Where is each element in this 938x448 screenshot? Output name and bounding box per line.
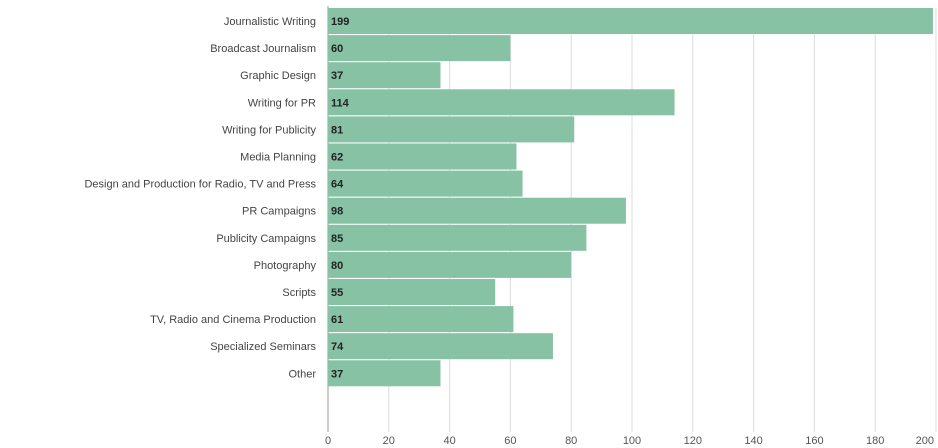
category-label: Scripts — [282, 287, 316, 299]
bar — [328, 8, 933, 34]
bar-value-label: 61 — [331, 314, 343, 326]
x-tick-label: 120 — [684, 435, 702, 447]
bar — [328, 143, 517, 170]
bar-value-label: 60 — [331, 43, 343, 55]
x-tick-label: 140 — [744, 435, 762, 447]
labels: 0 20 40 60 80 100 120 140 160 180 200 199 Journalist… — [84, 16, 934, 447]
bar-value-label: 55 — [331, 287, 343, 299]
bar — [328, 35, 511, 62]
category-label: Photography — [254, 260, 317, 272]
bar — [328, 306, 514, 333]
category-label: Publicity Campaigns — [216, 233, 316, 245]
bar-value-label: 62 — [331, 152, 343, 164]
bar — [328, 251, 572, 278]
bar — [328, 279, 496, 305]
bar — [328, 360, 441, 387]
category-label: TV, Radio and Cinema Production — [150, 314, 316, 326]
bar — [328, 89, 675, 116]
x-tick-label: 0 — [325, 435, 331, 447]
category-label: Other — [288, 368, 316, 380]
bar-value-label: 199 — [331, 16, 349, 28]
bar-value-label: 74 — [331, 341, 344, 353]
bar — [328, 170, 523, 197]
x-tick-label: 200 — [916, 435, 934, 447]
bar-value-label: 85 — [331, 233, 343, 245]
bar-value-label: 37 — [331, 368, 343, 380]
bar-value-label: 98 — [331, 206, 343, 218]
x-tick-label: 160 — [805, 435, 823, 447]
category-label: Writing for PR — [248, 97, 316, 109]
x-tick-label: 40 — [443, 435, 455, 447]
category-label: Specialized Seminars — [210, 341, 316, 353]
bar — [328, 62, 441, 89]
bars — [328, 8, 933, 387]
bar-value-label: 81 — [331, 124, 343, 136]
x-tick-label: 60 — [504, 435, 516, 447]
x-tick-label: 180 — [866, 435, 884, 447]
x-tick-label: 80 — [565, 435, 577, 447]
category-label: Media Planning — [240, 152, 316, 164]
category-label: Design and Production for Radio, TV and … — [84, 179, 316, 191]
bar-value-label: 37 — [331, 70, 343, 82]
bar-value-label: 80 — [331, 260, 343, 272]
x-tick-label: 100 — [623, 435, 641, 447]
category-label: Writing for Publicity — [222, 124, 316, 136]
bar — [328, 333, 553, 360]
category-label: Journalistic Writing — [224, 16, 316, 28]
category-label: PR Campaigns — [242, 206, 316, 218]
bar — [328, 197, 626, 224]
bar — [328, 116, 575, 143]
category-label: Graphic Design — [240, 70, 316, 82]
category-label: Broadcast Journalism — [210, 43, 316, 55]
bar — [328, 224, 587, 251]
x-tick-label: 20 — [383, 435, 395, 447]
bar-value-label: 64 — [331, 179, 344, 191]
bar-value-label: 114 — [331, 97, 350, 109]
